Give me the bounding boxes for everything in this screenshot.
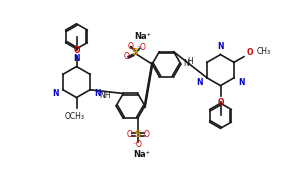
Text: O: O — [217, 98, 224, 107]
Text: ⁻O: ⁻O — [137, 43, 147, 52]
Text: S: S — [132, 48, 138, 57]
Text: NH: NH — [99, 91, 111, 100]
Text: Na⁺: Na⁺ — [135, 32, 151, 41]
Text: N: N — [183, 59, 189, 68]
Text: O: O — [143, 130, 149, 139]
Text: O: O — [127, 42, 133, 51]
Text: O: O — [126, 130, 132, 139]
Text: N: N — [196, 78, 203, 86]
Text: S: S — [134, 130, 141, 139]
Text: N: N — [73, 54, 80, 63]
Text: CH₃: CH₃ — [256, 47, 271, 56]
Text: N: N — [94, 89, 101, 98]
Text: H: H — [188, 57, 193, 66]
Text: Na⁺: Na⁺ — [134, 150, 151, 159]
Text: N: N — [238, 78, 244, 86]
Text: ⁻O: ⁻O — [133, 140, 143, 149]
Text: O: O — [73, 46, 80, 55]
Text: O: O — [247, 48, 253, 57]
Text: N: N — [217, 42, 224, 51]
Text: O: O — [124, 52, 129, 61]
Text: N: N — [52, 89, 59, 98]
Text: OCH₃: OCH₃ — [65, 112, 85, 121]
